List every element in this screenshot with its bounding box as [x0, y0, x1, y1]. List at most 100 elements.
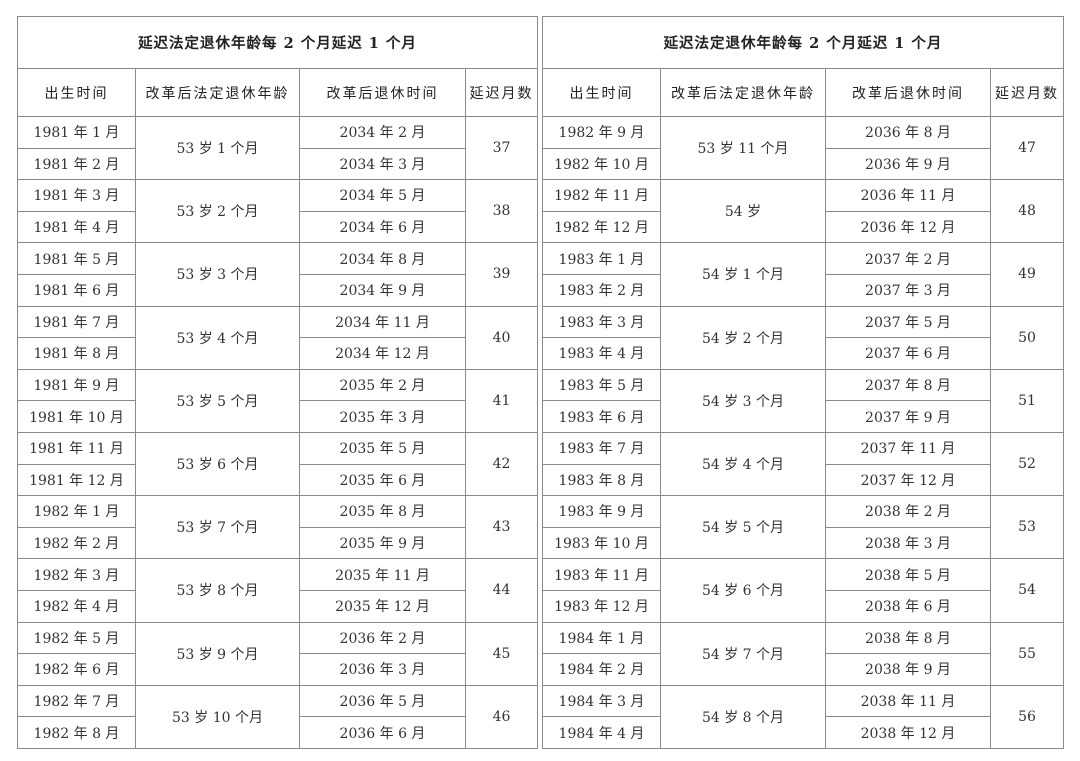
table-row: 1982 年 8 月 2036 年 6 月 — [17, 716, 538, 749]
birth-month-cell: 1984 年 4 月 — [542, 716, 661, 749]
title-row: 延迟法定退休年龄每 2 个月延迟 1 个月 — [542, 16, 1064, 69]
retirement-age-cell: 53 岁 11 个月 — [660, 115, 826, 181]
delay-months-cell: 46 — [465, 684, 538, 749]
table-row: 1981 年 8 月 2034 年 12 月 — [17, 337, 538, 370]
birth-month-cell: 1982 年 4 月 — [17, 589, 136, 623]
table-row: 1981 年 10 月 2035 年 3 月 — [17, 400, 538, 433]
retirement-time-cell: 2038 年 9 月 — [825, 653, 991, 686]
retirement-time-cell: 2038 年 12 月 — [825, 716, 991, 749]
retirement-time-cell: 2034 年 12 月 — [299, 337, 466, 370]
birth-month-cell: 1983 年 11 月 — [542, 558, 661, 591]
birth-month-cell: 1981 年 4 月 — [17, 210, 136, 244]
birth-month-cell: 1981 年 1 月 — [17, 116, 136, 149]
retirement-time-cell: 2034 年 3 月 — [299, 147, 466, 181]
retirement-time-cell: 2035 年 6 月 — [299, 463, 466, 497]
table-row: 1982 年 4 月 2035 年 12 月 — [17, 589, 538, 623]
retirement-time-cell: 2036 年 12 月 — [825, 210, 991, 244]
delay-months-cell: 48 — [990, 179, 1064, 244]
delay-months-cell: 45 — [465, 621, 538, 686]
table-title: 延迟法定退休年龄每 2 个月延迟 1 个月 — [17, 16, 538, 69]
column-header: 改革后退休时间 — [299, 68, 466, 117]
retirement-time-cell: 2034 年 9 月 — [299, 273, 466, 307]
birth-month-cell: 1983 年 12 月 — [542, 589, 661, 623]
table-row: 1982 年 9 月 53 岁 11 个月 2036 年 8 月 47 — [542, 115, 1064, 181]
table-row: 1981 年 4 月 2034 年 6 月 — [17, 210, 538, 244]
delay-months-cell: 38 — [465, 179, 538, 244]
table-row: 1981 年 11 月 53 岁 6 个月 2035 年 5 月 42 — [17, 431, 538, 497]
birth-month-cell: 1981 年 2 月 — [17, 147, 136, 181]
birth-month-cell: 1982 年 3 月 — [17, 558, 136, 591]
birth-month-cell: 1981 年 5 月 — [17, 242, 136, 275]
retirement-age-cell: 54 岁 8 个月 — [660, 684, 826, 749]
retirement-age-cell: 53 岁 4 个月 — [135, 305, 300, 370]
table-row: 1981 年 6 月 2034 年 9 月 — [17, 273, 538, 307]
birth-month-cell: 1981 年 3 月 — [17, 179, 136, 212]
birth-month-cell: 1982 年 8 月 — [17, 716, 136, 749]
retirement-time-cell: 2035 年 5 月 — [299, 431, 466, 465]
retirement-time-cell: 2035 年 3 月 — [299, 400, 466, 433]
retirement-age-cell: 53 岁 5 个月 — [135, 368, 300, 433]
retirement-time-cell: 2034 年 5 月 — [299, 179, 466, 212]
retirement-time-cell: 2037 年 3 月 — [825, 273, 991, 307]
retirement-time-cell: 2038 年 5 月 — [825, 558, 991, 591]
header-row: 出生时间 改革后法定退休年龄 改革后退休时间 延迟月数 — [17, 68, 538, 117]
birth-month-cell: 1983 年 4 月 — [542, 337, 661, 370]
retirement-table-right: 延迟法定退休年龄每 2 个月延迟 1 个月 出生时间 改革后法定退休年龄 改革后退休时… — [542, 16, 1064, 749]
column-header: 出生时间 — [542, 68, 661, 117]
table-row: 1983 年 3 月 54 岁 2 个月 2037 年 5 月 50 — [542, 305, 1064, 370]
retirement-age-cell: 53 岁 2 个月 — [135, 179, 300, 244]
table-row: 1982 年 3 月 53 岁 8 个月 2035 年 11 月 44 — [17, 558, 538, 623]
retirement-age-cell: 53 岁 6 个月 — [135, 431, 300, 497]
retirement-age-cell: 54 岁 1 个月 — [660, 242, 826, 307]
delay-months-cell: 55 — [990, 621, 1064, 686]
birth-month-cell: 1983 年 5 月 — [542, 368, 661, 402]
delay-months-cell: 43 — [465, 495, 538, 560]
table-row: 1981 年 7 月 53 岁 4 个月 2034 年 11 月 40 — [17, 305, 538, 370]
retirement-time-cell: 2034 年 11 月 — [299, 305, 466, 339]
retirement-time-cell: 2035 年 11 月 — [299, 558, 466, 591]
retirement-time-cell: 2038 年 11 月 — [825, 684, 991, 718]
delay-months-cell: 37 — [465, 115, 538, 181]
retirement-time-cell: 2037 年 11 月 — [825, 431, 991, 465]
table-row: 1981 年 12 月 2035 年 6 月 — [17, 463, 538, 497]
table-row: 1981 年 9 月 53 岁 5 个月 2035 年 2 月 41 — [17, 368, 538, 433]
retirement-time-cell: 2037 年 12 月 — [825, 463, 991, 497]
retirement-tables: 延迟法定退休年龄每 2 个月延迟 1 个月 出生时间 改革后法定退休年龄 改革后退休时… — [17, 16, 1064, 749]
retirement-age-cell: 53 岁 1 个月 — [135, 115, 300, 181]
delay-months-cell: 53 — [990, 495, 1064, 560]
birth-month-cell: 1982 年 5 月 — [17, 621, 136, 655]
retirement-time-cell: 2036 年 3 月 — [299, 653, 466, 686]
birth-month-cell: 1982 年 11 月 — [542, 179, 661, 212]
retirement-time-cell: 2037 年 6 月 — [825, 337, 991, 370]
column-header: 延迟月数 — [990, 68, 1064, 117]
birth-month-cell: 1981 年 6 月 — [17, 273, 136, 307]
birth-month-cell: 1983 年 7 月 — [542, 431, 661, 465]
delay-months-cell: 47 — [990, 115, 1064, 181]
table-row: 1982 年 12 月 2036 年 12 月 — [542, 210, 1064, 244]
birth-month-cell: 1983 年 10 月 — [542, 526, 661, 560]
retirement-age-cell: 53 岁 3 个月 — [135, 242, 300, 307]
table-row: 1983 年 5 月 54 岁 3 个月 2037 年 8 月 51 — [542, 368, 1064, 433]
retirement-time-cell: 2036 年 9 月 — [825, 147, 991, 181]
retirement-age-cell: 54 岁 3 个月 — [660, 368, 826, 433]
birth-month-cell: 1981 年 9 月 — [17, 368, 136, 402]
birth-month-cell: 1982 年 1 月 — [17, 495, 136, 528]
retirement-age-cell: 53 岁 7 个月 — [135, 495, 300, 560]
table-row: 1981 年 5 月 53 岁 3 个月 2034 年 8 月 39 — [17, 242, 538, 307]
table-row: 1983 年 2 月 2037 年 3 月 — [542, 273, 1064, 307]
retirement-age-cell: 54 岁 4 个月 — [660, 431, 826, 497]
retirement-time-cell: 2037 年 8 月 — [825, 368, 991, 402]
birth-month-cell: 1983 年 3 月 — [542, 305, 661, 339]
birth-month-cell: 1984 年 1 月 — [542, 621, 661, 655]
column-header: 延迟月数 — [465, 68, 538, 117]
retirement-time-cell: 2034 年 6 月 — [299, 210, 466, 244]
birth-month-cell: 1982 年 2 月 — [17, 526, 136, 560]
title-row: 延迟法定退休年龄每 2 个月延迟 1 个月 — [17, 16, 538, 69]
delay-months-cell: 52 — [990, 431, 1064, 497]
birth-month-cell: 1982 年 10 月 — [542, 147, 661, 181]
birth-month-cell: 1982 年 9 月 — [542, 116, 661, 149]
table-row: 1982 年 6 月 2036 年 3 月 — [17, 653, 538, 686]
retirement-age-cell: 53 岁 9 个月 — [135, 621, 300, 686]
retirement-time-cell: 2037 年 2 月 — [825, 242, 991, 275]
birth-month-cell: 1982 年 6 月 — [17, 653, 136, 686]
